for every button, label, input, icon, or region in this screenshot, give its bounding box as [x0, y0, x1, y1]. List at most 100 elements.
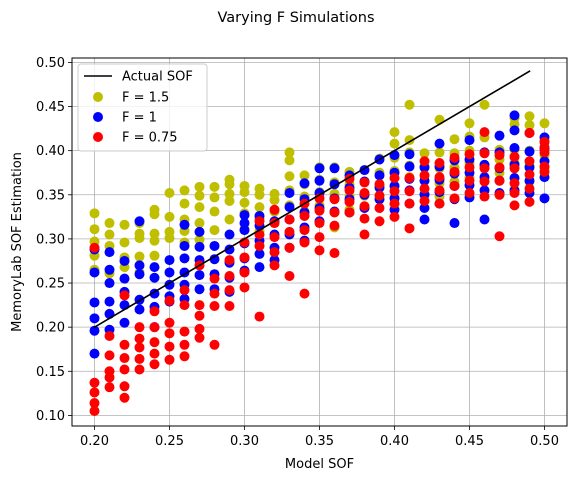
point-f-0-75 — [374, 179, 385, 190]
chart-title: Varying F Simulations — [218, 10, 375, 26]
x-tick-label: 0.50 — [530, 434, 559, 449]
point-f-0-75 — [89, 242, 100, 253]
series-f-0-75 — [89, 127, 550, 416]
point-f-1 — [284, 188, 295, 199]
point-f-1 — [134, 269, 145, 280]
point-f-0-75 — [479, 176, 490, 187]
point-f-0-75 — [479, 148, 490, 159]
point-f-0-75 — [524, 128, 535, 139]
point-f-0-75 — [119, 392, 130, 403]
point-f-1-5 — [239, 187, 250, 198]
point-f-1 — [224, 229, 235, 240]
point-f-0-75 — [539, 161, 550, 172]
y-tick-label: 0.30 — [36, 232, 65, 247]
point-f-0-75 — [134, 342, 145, 353]
point-f-1 — [539, 193, 550, 204]
point-f-0-75 — [389, 198, 400, 209]
point-f-0-75 — [344, 185, 355, 196]
point-f-0-75 — [269, 232, 280, 243]
point-f-0-75 — [179, 326, 190, 337]
y-tick-label: 0.15 — [36, 365, 65, 380]
point-f-1 — [89, 313, 100, 324]
point-f-0-75 — [149, 306, 160, 317]
point-f-0-75 — [404, 186, 415, 197]
point-f-0-75 — [404, 173, 415, 184]
x-tick-label: 0.45 — [455, 434, 484, 449]
point-f-0-75 — [104, 330, 115, 341]
point-f-1-5 — [209, 206, 220, 217]
point-f-0-75 — [104, 382, 115, 393]
point-f-1 — [239, 210, 250, 221]
point-f-0-75 — [194, 310, 205, 321]
legend-label-f-1-5: F = 1.5 — [122, 91, 169, 106]
point-f-1 — [194, 284, 205, 295]
point-f-0-75 — [239, 252, 250, 263]
point-f-0-75 — [449, 193, 460, 204]
point-f-0-75 — [314, 232, 325, 243]
point-f-1-5 — [104, 218, 115, 229]
point-f-0-75 — [89, 406, 100, 416]
point-f-0-75 — [89, 387, 100, 398]
point-f-1-5 — [254, 202, 265, 213]
legend-marker-f-0-75 — [93, 132, 103, 142]
point-f-0-75 — [329, 194, 340, 205]
point-f-0-75 — [134, 322, 145, 333]
point-f-1-5 — [464, 118, 475, 129]
point-f-0-75 — [194, 323, 205, 334]
point-f-1 — [89, 297, 100, 308]
point-f-1 — [134, 304, 145, 315]
point-f-1 — [494, 130, 505, 141]
point-f-0-75 — [164, 341, 175, 352]
reference-line-layer — [93, 70, 531, 329]
point-f-1 — [119, 273, 130, 284]
point-f-1-5 — [254, 189, 265, 200]
point-f-0-75 — [494, 189, 505, 200]
point-f-0-75 — [389, 186, 400, 197]
point-f-1-5 — [149, 250, 160, 261]
point-f-1-5 — [194, 181, 205, 192]
point-f-1 — [329, 163, 340, 174]
point-f-0-75 — [359, 177, 370, 188]
point-f-1 — [149, 262, 160, 273]
y-tick-label: 0.20 — [36, 321, 65, 336]
point-f-1 — [509, 110, 520, 121]
point-f-0-75 — [209, 300, 220, 311]
point-f-1 — [464, 135, 475, 146]
point-f-0-75 — [314, 205, 325, 216]
grid-lines — [72, 58, 567, 426]
point-f-1-5 — [179, 198, 190, 209]
point-f-1-5 — [194, 190, 205, 201]
point-f-0-75 — [239, 267, 250, 278]
legend-box — [77, 63, 208, 152]
point-f-1-5 — [389, 138, 400, 149]
point-f-0-75 — [329, 248, 340, 259]
point-f-1 — [194, 270, 205, 281]
point-f-1 — [479, 214, 490, 225]
point-f-0-75 — [434, 198, 445, 209]
point-f-1 — [149, 272, 160, 283]
point-f-0-75 — [149, 337, 160, 348]
point-f-1 — [239, 218, 250, 229]
point-f-0-75 — [509, 151, 520, 162]
point-f-1 — [179, 253, 190, 264]
x-tick-label: 0.35 — [305, 434, 334, 449]
point-f-0-75 — [164, 317, 175, 328]
point-f-1-5 — [284, 155, 295, 166]
point-f-0-75 — [179, 339, 190, 350]
point-f-1-5 — [119, 219, 130, 230]
point-f-1 — [404, 149, 415, 160]
point-f-1-5 — [434, 147, 445, 158]
point-f-0-75 — [284, 270, 295, 281]
point-f-1-5 — [134, 233, 145, 244]
point-f-0-75 — [524, 183, 535, 194]
point-f-0-75 — [119, 364, 130, 375]
point-f-1-5 — [164, 188, 175, 199]
point-f-0-75 — [284, 214, 295, 225]
point-f-1-5 — [164, 233, 175, 244]
point-f-1 — [509, 125, 520, 136]
point-f-0-75 — [299, 288, 310, 299]
point-f-1 — [119, 255, 130, 266]
point-f-1 — [89, 325, 100, 336]
x-tick-label: 0.20 — [80, 434, 109, 449]
point-f-1 — [314, 175, 325, 186]
